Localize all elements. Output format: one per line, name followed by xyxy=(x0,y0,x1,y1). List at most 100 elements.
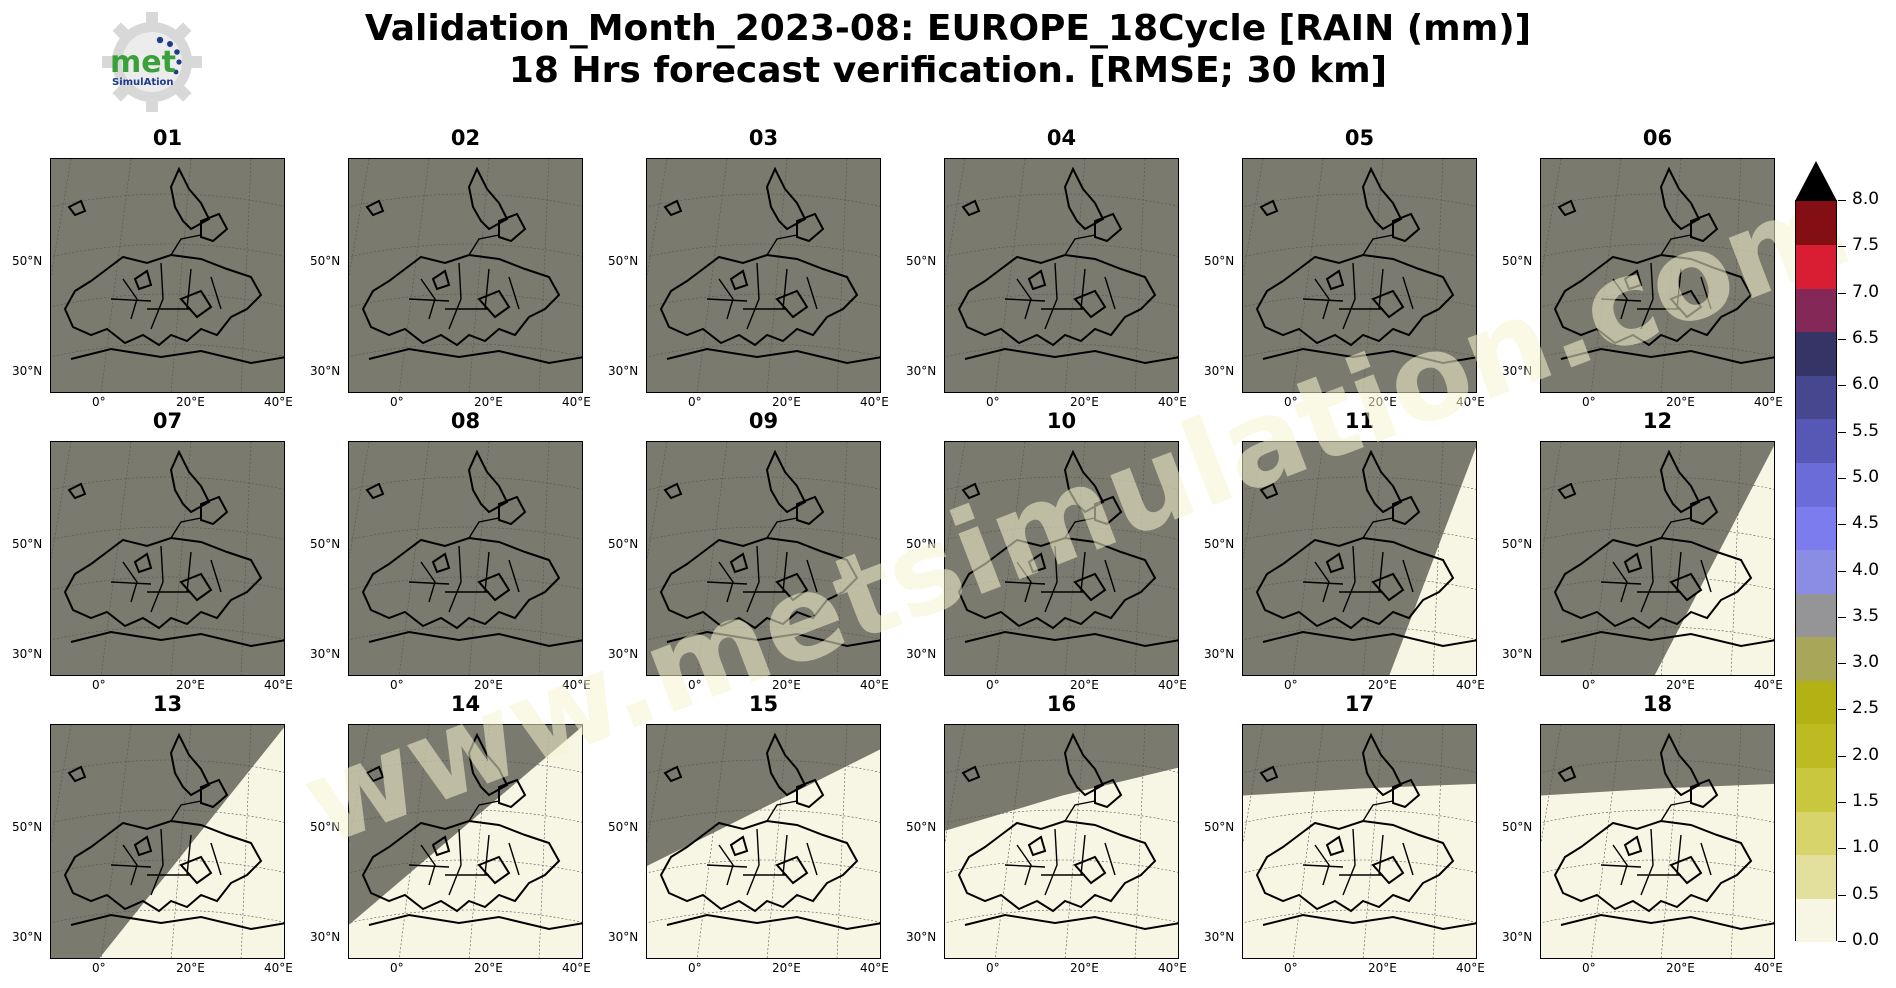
colorbar xyxy=(1795,200,1837,943)
map-panel xyxy=(1540,724,1775,959)
lat-label: 50°N xyxy=(1204,254,1235,268)
colorbar-segment xyxy=(1796,462,1836,507)
colorbar-tick xyxy=(1838,431,1846,433)
lon-label: 20°E xyxy=(474,961,503,975)
panel-title: 07 xyxy=(152,409,183,433)
lon-label: 20°E xyxy=(1368,395,1397,409)
lon-label: 0° xyxy=(1582,395,1596,409)
colorbar-tick-label: 3.5 xyxy=(1852,605,1880,626)
panel-title: 09 xyxy=(748,409,779,433)
lat-label: 50°N xyxy=(906,537,937,551)
lat-label: 30°N xyxy=(12,364,43,378)
lon-label: 0° xyxy=(688,678,702,692)
lon-label: 40°E xyxy=(860,395,889,409)
lon-label: 0° xyxy=(986,961,1000,975)
lon-label: 40°E xyxy=(1456,678,1485,692)
colorbar-segment xyxy=(1796,506,1836,551)
lon-label: 0° xyxy=(1284,678,1298,692)
colorbar-segment xyxy=(1796,767,1836,812)
lon-label: 0° xyxy=(92,395,106,409)
panel-title: 02 xyxy=(450,126,481,150)
lat-label: 50°N xyxy=(608,820,639,834)
colorbar-tick xyxy=(1838,894,1846,896)
colorbar-tick xyxy=(1838,200,1846,201)
lat-label: 30°N xyxy=(906,364,937,378)
panel-title: 05 xyxy=(1344,126,1375,150)
met-simulation-logo: met SimulAtion xyxy=(100,10,205,115)
colorbar-tick-label: 6.0 xyxy=(1852,374,1880,395)
colorbar-tick xyxy=(1838,524,1846,526)
lat-label: 50°N xyxy=(310,254,341,268)
lon-label: 20°E xyxy=(1070,678,1099,692)
colorbar-segment xyxy=(1796,201,1836,245)
lat-label: 50°N xyxy=(1204,820,1235,834)
map-panel xyxy=(944,724,1179,959)
lon-label: 40°E xyxy=(1754,395,1783,409)
colorbar-tick-label: 5.0 xyxy=(1852,466,1880,487)
colorbar-tick-label: 2.0 xyxy=(1852,744,1880,765)
colorbar-tick xyxy=(1838,709,1846,711)
lon-label: 20°E xyxy=(772,961,801,975)
lat-label: 50°N xyxy=(1204,537,1235,551)
lon-label: 40°E xyxy=(860,678,889,692)
lat-label: 50°N xyxy=(12,537,43,551)
lon-label: 20°E xyxy=(1666,395,1695,409)
panel-title: 16 xyxy=(1046,692,1077,716)
colorbar-segment xyxy=(1796,375,1836,420)
lon-label: 40°E xyxy=(1158,678,1187,692)
lon-label: 40°E xyxy=(562,961,591,975)
lon-label: 0° xyxy=(92,961,106,975)
colorbar-tick-label: 0.5 xyxy=(1852,883,1880,904)
lon-label: 40°E xyxy=(1456,961,1485,975)
colorbar-tick xyxy=(1838,246,1846,248)
colorbar-tick-label: 7.5 xyxy=(1852,235,1880,256)
map-panel xyxy=(348,441,583,676)
panel-title: 06 xyxy=(1642,126,1673,150)
panel-title: 03 xyxy=(748,126,779,150)
panel-title: 08 xyxy=(450,409,481,433)
colorbar-segment xyxy=(1796,331,1836,376)
panel-title: 12 xyxy=(1642,409,1673,433)
colorbar-tick xyxy=(1838,570,1846,572)
colorbar-tick xyxy=(1838,477,1846,479)
lat-label: 50°N xyxy=(310,537,341,551)
lon-label: 0° xyxy=(1284,961,1298,975)
logo-text: met xyxy=(110,45,176,80)
lon-label: 0° xyxy=(390,678,404,692)
colorbar-tick-label: 4.5 xyxy=(1852,513,1880,534)
lon-label: 20°E xyxy=(1070,961,1099,975)
colorbar-segment xyxy=(1796,418,1836,463)
lon-label: 20°E xyxy=(176,961,205,975)
colorbar-segment xyxy=(1796,811,1836,856)
lat-label: 30°N xyxy=(1502,364,1533,378)
lon-label: 40°E xyxy=(562,678,591,692)
map-panel xyxy=(646,158,881,393)
lon-label: 0° xyxy=(92,678,106,692)
colorbar-tick-label: 3.0 xyxy=(1852,652,1880,673)
lon-label: 20°E xyxy=(176,395,205,409)
map-panel xyxy=(1242,158,1477,393)
colorbar-extend-arrow xyxy=(1795,161,1837,201)
map-panel xyxy=(1540,158,1775,393)
map-panel xyxy=(944,441,1179,676)
colorbar-segment xyxy=(1796,854,1836,899)
figure-title: Validation_Month_2023-08: EUROPE_18Cycle… xyxy=(0,8,1896,92)
map-panel xyxy=(50,724,285,959)
lat-label: 30°N xyxy=(12,930,43,944)
colorbar-tick xyxy=(1838,941,1846,942)
lat-label: 50°N xyxy=(12,254,43,268)
panel-title: 10 xyxy=(1046,409,1077,433)
map-panel xyxy=(1242,441,1477,676)
lat-label: 30°N xyxy=(608,930,639,944)
lat-label: 50°N xyxy=(608,254,639,268)
colorbar-segment xyxy=(1796,680,1836,725)
lon-label: 40°E xyxy=(860,961,889,975)
lon-label: 20°E xyxy=(474,395,503,409)
colorbar-segment xyxy=(1796,636,1836,681)
lon-label: 40°E xyxy=(1158,961,1187,975)
lat-label: 30°N xyxy=(310,364,341,378)
lon-label: 20°E xyxy=(1070,395,1099,409)
title-line-1: Validation_Month_2023-08: EUROPE_18Cycle… xyxy=(364,8,1532,49)
lat-label: 50°N xyxy=(1502,537,1533,551)
lon-label: 0° xyxy=(1284,395,1298,409)
